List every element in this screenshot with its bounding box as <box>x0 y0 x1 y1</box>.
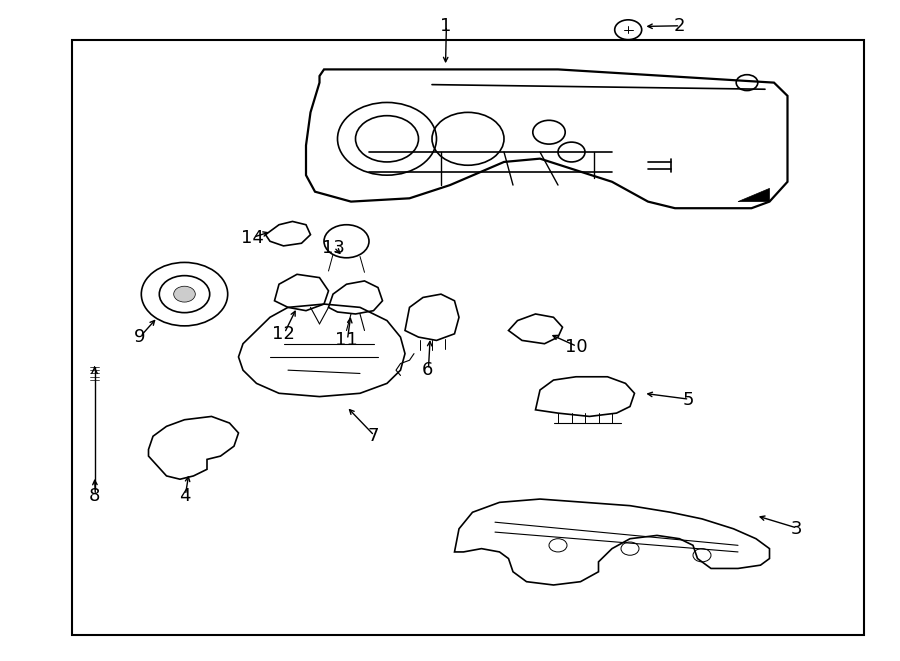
Circle shape <box>174 286 195 302</box>
Text: 8: 8 <box>89 486 100 505</box>
Text: 1: 1 <box>440 17 451 36</box>
Text: 6: 6 <box>422 361 433 379</box>
Text: 4: 4 <box>179 486 190 505</box>
Text: 7: 7 <box>368 427 379 446</box>
Text: 2: 2 <box>674 17 685 36</box>
Text: 11: 11 <box>335 331 358 350</box>
Text: 13: 13 <box>321 239 345 257</box>
Polygon shape <box>738 188 770 202</box>
Text: 12: 12 <box>272 325 295 343</box>
Text: 10: 10 <box>564 338 588 356</box>
Text: 5: 5 <box>683 391 694 409</box>
Bar <box>72 40 864 635</box>
Text: 14: 14 <box>240 229 264 247</box>
Text: 9: 9 <box>134 328 145 346</box>
Text: 3: 3 <box>791 520 802 538</box>
